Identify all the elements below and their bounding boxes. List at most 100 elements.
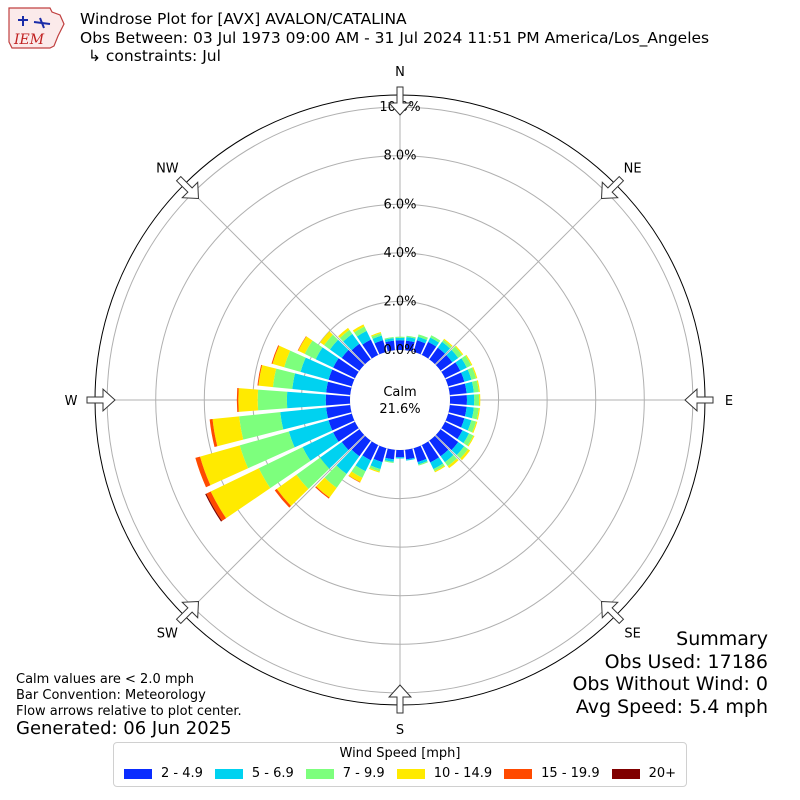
legend-swatch bbox=[504, 768, 533, 779]
compass-label-se: SE bbox=[624, 627, 640, 642]
wedge-260-1 bbox=[280, 407, 328, 430]
wedge-300-1 bbox=[315, 347, 339, 368]
wedge-330-1 bbox=[356, 330, 371, 345]
wedge-260-3 bbox=[212, 416, 244, 447]
grid-spoke-5 bbox=[183, 435, 365, 617]
wedge-110-2 bbox=[467, 420, 477, 433]
legend-item: 5 - 6.9 bbox=[214, 766, 294, 781]
legend-swatch bbox=[214, 768, 243, 779]
wedge-280-3 bbox=[258, 365, 277, 388]
wedge-330-0 bbox=[362, 339, 379, 359]
flow-arrow-6 bbox=[86, 387, 116, 413]
chart-constraints: ↳ constraints: Jul bbox=[88, 47, 221, 65]
wedge-140-2 bbox=[444, 454, 457, 467]
wedge-180-1 bbox=[395, 457, 405, 459]
note-calm: Calm values are < 2.0 mph bbox=[16, 672, 195, 687]
wedge-250-4 bbox=[195, 456, 211, 488]
wedge-210-0 bbox=[362, 441, 379, 461]
wedge-260-4 bbox=[209, 419, 218, 447]
wedge-320-1 bbox=[343, 333, 360, 351]
wedge-220-4 bbox=[315, 486, 330, 499]
wedge-270-0 bbox=[325, 394, 351, 406]
wedge-130-0 bbox=[435, 429, 459, 451]
wedge-300-3 bbox=[298, 336, 313, 354]
wedge-200-2 bbox=[369, 465, 381, 472]
wedge-50-0 bbox=[435, 354, 453, 371]
flow-arrow-2 bbox=[684, 387, 714, 413]
wedge-260-2 bbox=[239, 412, 284, 440]
radial-tick-label-3: 6.0% bbox=[383, 197, 416, 212]
wedge-50-3 bbox=[454, 345, 464, 356]
wedge-100-3 bbox=[476, 407, 480, 420]
wedge-40-2 bbox=[442, 339, 452, 349]
wedge-280-1 bbox=[292, 373, 328, 393]
wedge-230-3 bbox=[276, 474, 309, 506]
calm-label: Calm bbox=[383, 385, 416, 400]
legend-swatch bbox=[123, 768, 152, 779]
legend-label: 10 - 14.9 bbox=[433, 766, 493, 781]
title-block: Windrose Plot for [AVX] AVALON/CATALINA … bbox=[80, 10, 709, 66]
wedge-30-1 bbox=[428, 337, 440, 347]
wedge-170-0 bbox=[405, 448, 415, 460]
legend-items: 2 - 4.9 5 - 6.9 7 - 9.9 10 - 14.9 15 - 19.9 2… bbox=[114, 766, 686, 781]
wedge-110-0 bbox=[445, 413, 465, 428]
flow-arrow-1 bbox=[600, 175, 625, 200]
legend-item: 15 - 19.9 bbox=[504, 766, 600, 781]
wedge-60-1 bbox=[455, 358, 467, 371]
generated-date: Generated: 06 Jun 2025 bbox=[16, 718, 232, 739]
wedge-40-0 bbox=[429, 347, 446, 365]
wedge-340-3 bbox=[371, 332, 382, 337]
wedge-40-3 bbox=[443, 338, 453, 347]
wedge-60-0 bbox=[441, 362, 461, 379]
note-convention: Bar Convention: Meteorology bbox=[16, 688, 206, 703]
wedge-350-2 bbox=[384, 336, 394, 340]
wedge-80-1 bbox=[464, 381, 474, 394]
wedge-0-0 bbox=[395, 340, 405, 351]
legend-item: 10 - 14.9 bbox=[396, 766, 493, 781]
wedge-170-1 bbox=[406, 457, 415, 461]
flow-arrow-5 bbox=[175, 600, 200, 625]
wedge-310-2 bbox=[323, 334, 339, 350]
compass-label-w: W bbox=[65, 394, 78, 409]
wedge-20-2 bbox=[417, 334, 428, 340]
wedge-270-4 bbox=[236, 388, 239, 412]
legend-item: 2 - 4.9 bbox=[123, 766, 203, 781]
wedge-90-2 bbox=[474, 394, 480, 406]
chart-subtitle: Obs Between: 03 Jul 1973 09:00 AM - 31 J… bbox=[80, 28, 710, 47]
wedge-210-1 bbox=[355, 455, 371, 472]
compass-label-ne: NE bbox=[624, 161, 642, 176]
calm-value: 21.6% bbox=[379, 402, 420, 417]
flow-arrow-4 bbox=[387, 684, 413, 714]
wedge-80-0 bbox=[448, 383, 467, 395]
wedge-10-1 bbox=[406, 336, 416, 343]
wedge-130-1 bbox=[451, 442, 465, 456]
wedge-260-0 bbox=[326, 405, 352, 419]
wedge-350-1 bbox=[384, 338, 394, 343]
flow-arrow-7 bbox=[175, 175, 200, 200]
wedge-140-3 bbox=[447, 458, 459, 469]
legend-label: 20+ bbox=[648, 766, 677, 781]
wedge-340-2 bbox=[371, 333, 382, 339]
wedge-280-4 bbox=[257, 364, 263, 386]
radial-tick-label-0: 0.0% bbox=[383, 343, 416, 358]
wedge-300-0 bbox=[333, 358, 359, 379]
legend-label: 7 - 9.9 bbox=[342, 766, 385, 781]
wedge-140-1 bbox=[440, 449, 454, 463]
legend-swatch bbox=[396, 768, 425, 779]
compass-label-nw: NW bbox=[156, 161, 179, 176]
wedge-190-2 bbox=[384, 460, 394, 464]
wedge-220-3 bbox=[316, 477, 337, 498]
wedge-310-1 bbox=[329, 339, 349, 358]
legend: Wind Speed [mph] 2 - 4.9 5 - 6.9 7 - 9.9 10… bbox=[113, 742, 687, 787]
wedge-120-0 bbox=[441, 421, 463, 440]
wedge-160-0 bbox=[413, 445, 427, 463]
wedge-210-2 bbox=[351, 465, 366, 478]
wedge-20-1 bbox=[416, 336, 427, 344]
wedge-330-3 bbox=[352, 324, 365, 333]
wedge-290-0 bbox=[328, 369, 355, 387]
flow-arrow-0 bbox=[387, 86, 413, 116]
wedge-230-2 bbox=[296, 457, 330, 490]
wedge-200-0 bbox=[373, 445, 387, 463]
wedge-200-3 bbox=[369, 467, 380, 473]
